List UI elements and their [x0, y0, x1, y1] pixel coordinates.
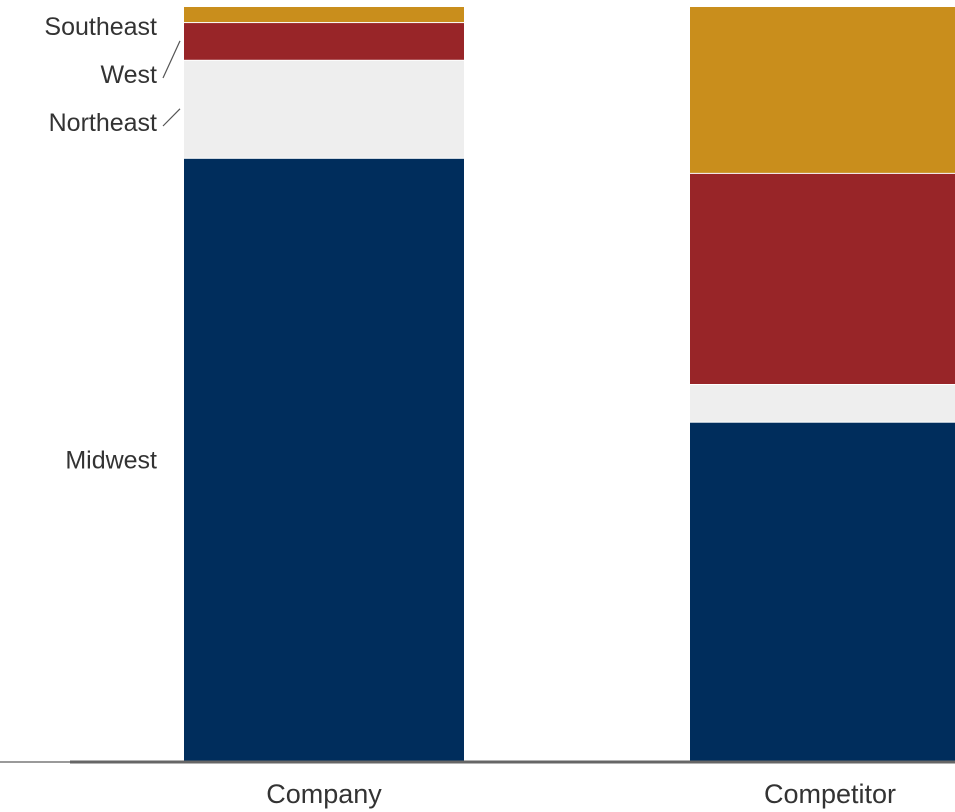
- series-label-west: West: [101, 61, 158, 89]
- bar-segment-company-northeast: [184, 60, 464, 158]
- series-labels: Midwest Northeast West Southeast: [44, 13, 181, 474]
- bar-segment-company-west: [184, 23, 464, 60]
- series-label-southeast: Southeast: [44, 13, 157, 41]
- bar-segment-competitor-midwest: [690, 422, 955, 761]
- category-label-company: Company: [266, 779, 382, 809]
- bar-segment-competitor-southeast: [690, 7, 955, 173]
- series-label-northeast: Northeast: [49, 109, 157, 137]
- category-label-competitor: Competitor: [764, 779, 896, 809]
- leader-line-west: [162, 40, 181, 79]
- bar-segment-company-midwest: [184, 158, 464, 762]
- category-labels: Company Competitor: [266, 779, 896, 809]
- bar-segment-competitor-northeast: [690, 385, 955, 422]
- bar-segment-company-southeast: [184, 7, 464, 23]
- leader-line-northeast: [162, 108, 181, 127]
- series-label-midwest: Midwest: [65, 446, 157, 474]
- bars-layer: [184, 7, 955, 762]
- bar-segment-competitor-west: [690, 173, 955, 384]
